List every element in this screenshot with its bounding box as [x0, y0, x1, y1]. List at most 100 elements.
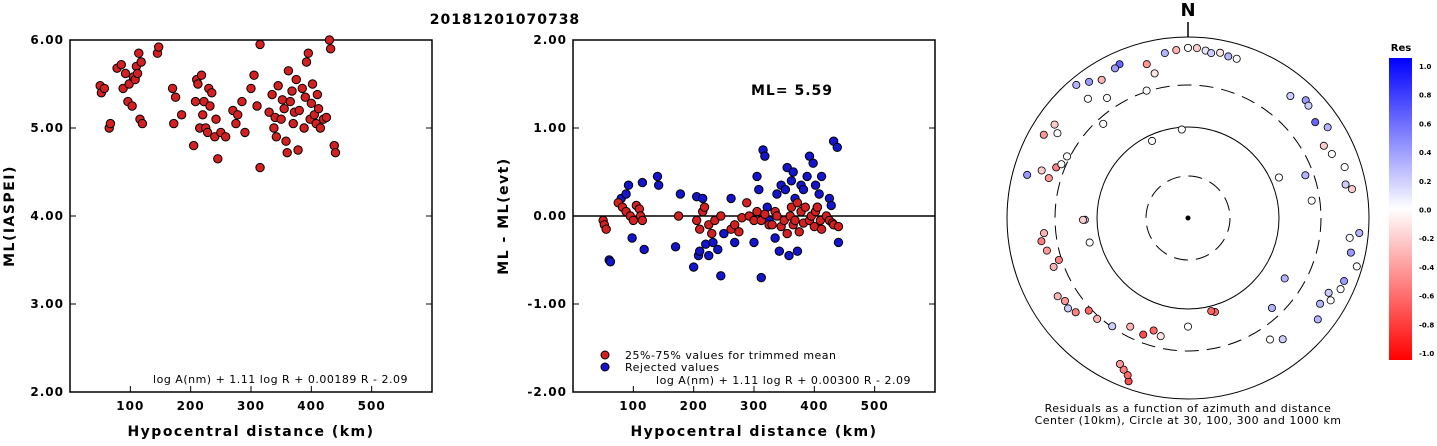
colorbar-tick-label: 1.0 [1419, 63, 1432, 71]
station-residual-point [1099, 119, 1108, 128]
left-x-axis-label: Hypocentral distance (km) [127, 424, 374, 440]
data-point [281, 136, 291, 146]
station-residual-point [1053, 292, 1062, 301]
station-residual-point [1108, 322, 1117, 331]
used-point [782, 228, 792, 239]
station-residual-point [1184, 322, 1193, 331]
data-point [291, 74, 301, 85]
station-residual-point [1079, 215, 1088, 224]
data-point [293, 145, 303, 155]
data-point [315, 123, 326, 133]
station-residual-point [1049, 262, 1058, 271]
y-tick-label: 6.00 [30, 33, 64, 47]
colorbar-tick-label: -1.0 [1419, 350, 1434, 358]
data-point [120, 68, 131, 79]
rejected-point [729, 237, 740, 248]
data-point [276, 114, 286, 124]
y-tick-label: 2.00 [533, 33, 567, 47]
data-point [176, 110, 187, 120]
data-point [267, 89, 277, 100]
station-residual-point [1160, 49, 1169, 58]
data-point [297, 83, 307, 94]
station-residual-point [1053, 129, 1062, 138]
station-residual-point [1072, 80, 1081, 89]
colorbar-gradient [1389, 58, 1412, 360]
rejected-point [621, 189, 631, 199]
polar-panel: N Residuals as a function of azimuth and… [1006, 0, 1370, 427]
station-residual-point [1207, 49, 1216, 58]
used-point [812, 202, 823, 212]
circle-1000km [1006, 36, 1370, 400]
colorbar-ticks: 1.0 0.8 0.6 0.4 0.2 0.0 -0.2 -0.4 -0.6 -0.8 -1.0 [1419, 63, 1434, 358]
rejected-point [708, 237, 718, 248]
used-point [734, 227, 744, 237]
colorbar-tick-label: 0.4 [1419, 149, 1432, 157]
used-point [695, 224, 705, 234]
used-point [637, 215, 648, 226]
used-point [833, 221, 844, 232]
data-point [137, 118, 148, 129]
used-point [760, 209, 770, 219]
rejected-point [756, 272, 766, 283]
epicenter-dot [1185, 215, 1191, 221]
station-residual-point [1324, 288, 1333, 297]
x-tick-label: 300 [740, 399, 768, 413]
data-point [324, 35, 335, 45]
y-tick-label: -1.00 [527, 297, 567, 311]
rejected-point [639, 244, 649, 255]
data-point [277, 95, 288, 105]
legend-rejected-label: Rejected values [625, 361, 720, 374]
station-residual-point [1301, 171, 1310, 180]
station-residual-point [1142, 60, 1151, 69]
legend-used-label: 25%-75% values for trimmed mean [625, 349, 837, 362]
data-point [252, 101, 262, 111]
rejected-point [772, 189, 782, 199]
used-point [628, 215, 639, 226]
station-residual-point [1311, 118, 1320, 127]
station-residual-point [1177, 125, 1186, 134]
rejected-point [688, 262, 699, 272]
data-point [220, 132, 231, 142]
station-residual-point [1347, 185, 1356, 194]
left-y-axis-label: ML(IASPEI) [2, 165, 18, 267]
colorbar-tick-label: -0.8 [1419, 321, 1434, 329]
data-point [205, 101, 215, 111]
station-residual-point [1323, 123, 1332, 132]
data-point [231, 118, 241, 129]
rejected-point [652, 171, 663, 182]
data-point [279, 103, 289, 114]
x-tick-label: 200 [177, 399, 205, 413]
middle-x-axis-label: Hypocentral distance (km) [630, 424, 877, 440]
used-point [800, 202, 810, 212]
legend-used-marker [600, 350, 610, 360]
station-residual-point [1326, 296, 1335, 305]
x-tick-label: 100 [619, 399, 647, 413]
data-point [127, 101, 137, 111]
station-residual-point [1319, 141, 1328, 150]
data-point [207, 88, 217, 98]
legend-rejected-marker [600, 362, 610, 372]
colorbar-tick-label: -0.4 [1419, 264, 1434, 272]
station-residual-point [1345, 233, 1354, 242]
north-label: N [1180, 0, 1195, 21]
used-point [691, 215, 702, 226]
circle-30km [1145, 175, 1231, 261]
used-point [816, 224, 827, 234]
data-point [170, 92, 181, 102]
used-point [716, 211, 726, 221]
rejected-point [698, 193, 708, 204]
data-point [202, 127, 213, 138]
data-point [306, 98, 317, 109]
data-point [313, 103, 324, 114]
rejected-point [786, 176, 797, 186]
data-point [312, 89, 323, 100]
data-point [240, 127, 250, 138]
station-residual-point [1057, 160, 1066, 169]
rejected-point [695, 246, 705, 256]
rejected-point [770, 233, 780, 243]
station-residual-point [1063, 152, 1072, 161]
station-residual-point [1085, 77, 1094, 86]
data-point [134, 48, 144, 58]
left-formula: log A(nm) + 1.11 log R + 0.00189 R - 2.0… [153, 373, 408, 386]
station-residual-point [1071, 308, 1080, 317]
